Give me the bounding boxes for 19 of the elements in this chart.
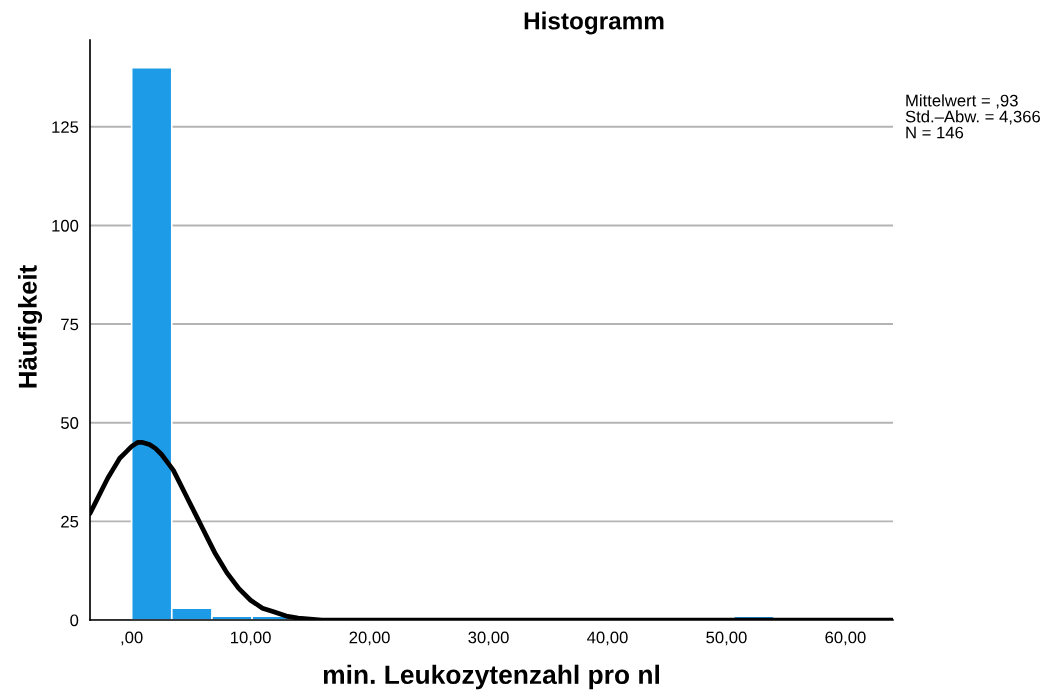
x-tick-label: 20,00 [349, 631, 390, 646]
text: N = 146 [906, 126, 964, 139]
text: Mittelwert = ,93 [906, 94, 1018, 109]
y-tick-label: 75 [61, 318, 79, 331]
chart-title: Histogramm [524, 11, 664, 35]
y-tick-label: 100 [52, 219, 79, 232]
y-tick-label: 25 [61, 515, 79, 528]
y-tick-label: 50 [61, 417, 79, 429]
x-tick-label: 10,00 [231, 631, 271, 646]
y-tick-label: 0 [70, 614, 79, 627]
x-tick-label: ,00 [121, 631, 143, 646]
y-tick-label: 125 [52, 121, 79, 134]
y-axis-title: Häufigkeit [17, 265, 43, 388]
x-axis-title: min. Leukozytenzahl pro nl [323, 664, 659, 690]
x-tick-label: 60,00 [825, 631, 866, 646]
x-tick-label: 50,00 [706, 631, 747, 646]
text: Std.–Abw. = 4,366 [905, 110, 1041, 125]
x-tick-label: 30,00 [468, 631, 509, 646]
x-tick-label: 40,00 [587, 631, 628, 646]
